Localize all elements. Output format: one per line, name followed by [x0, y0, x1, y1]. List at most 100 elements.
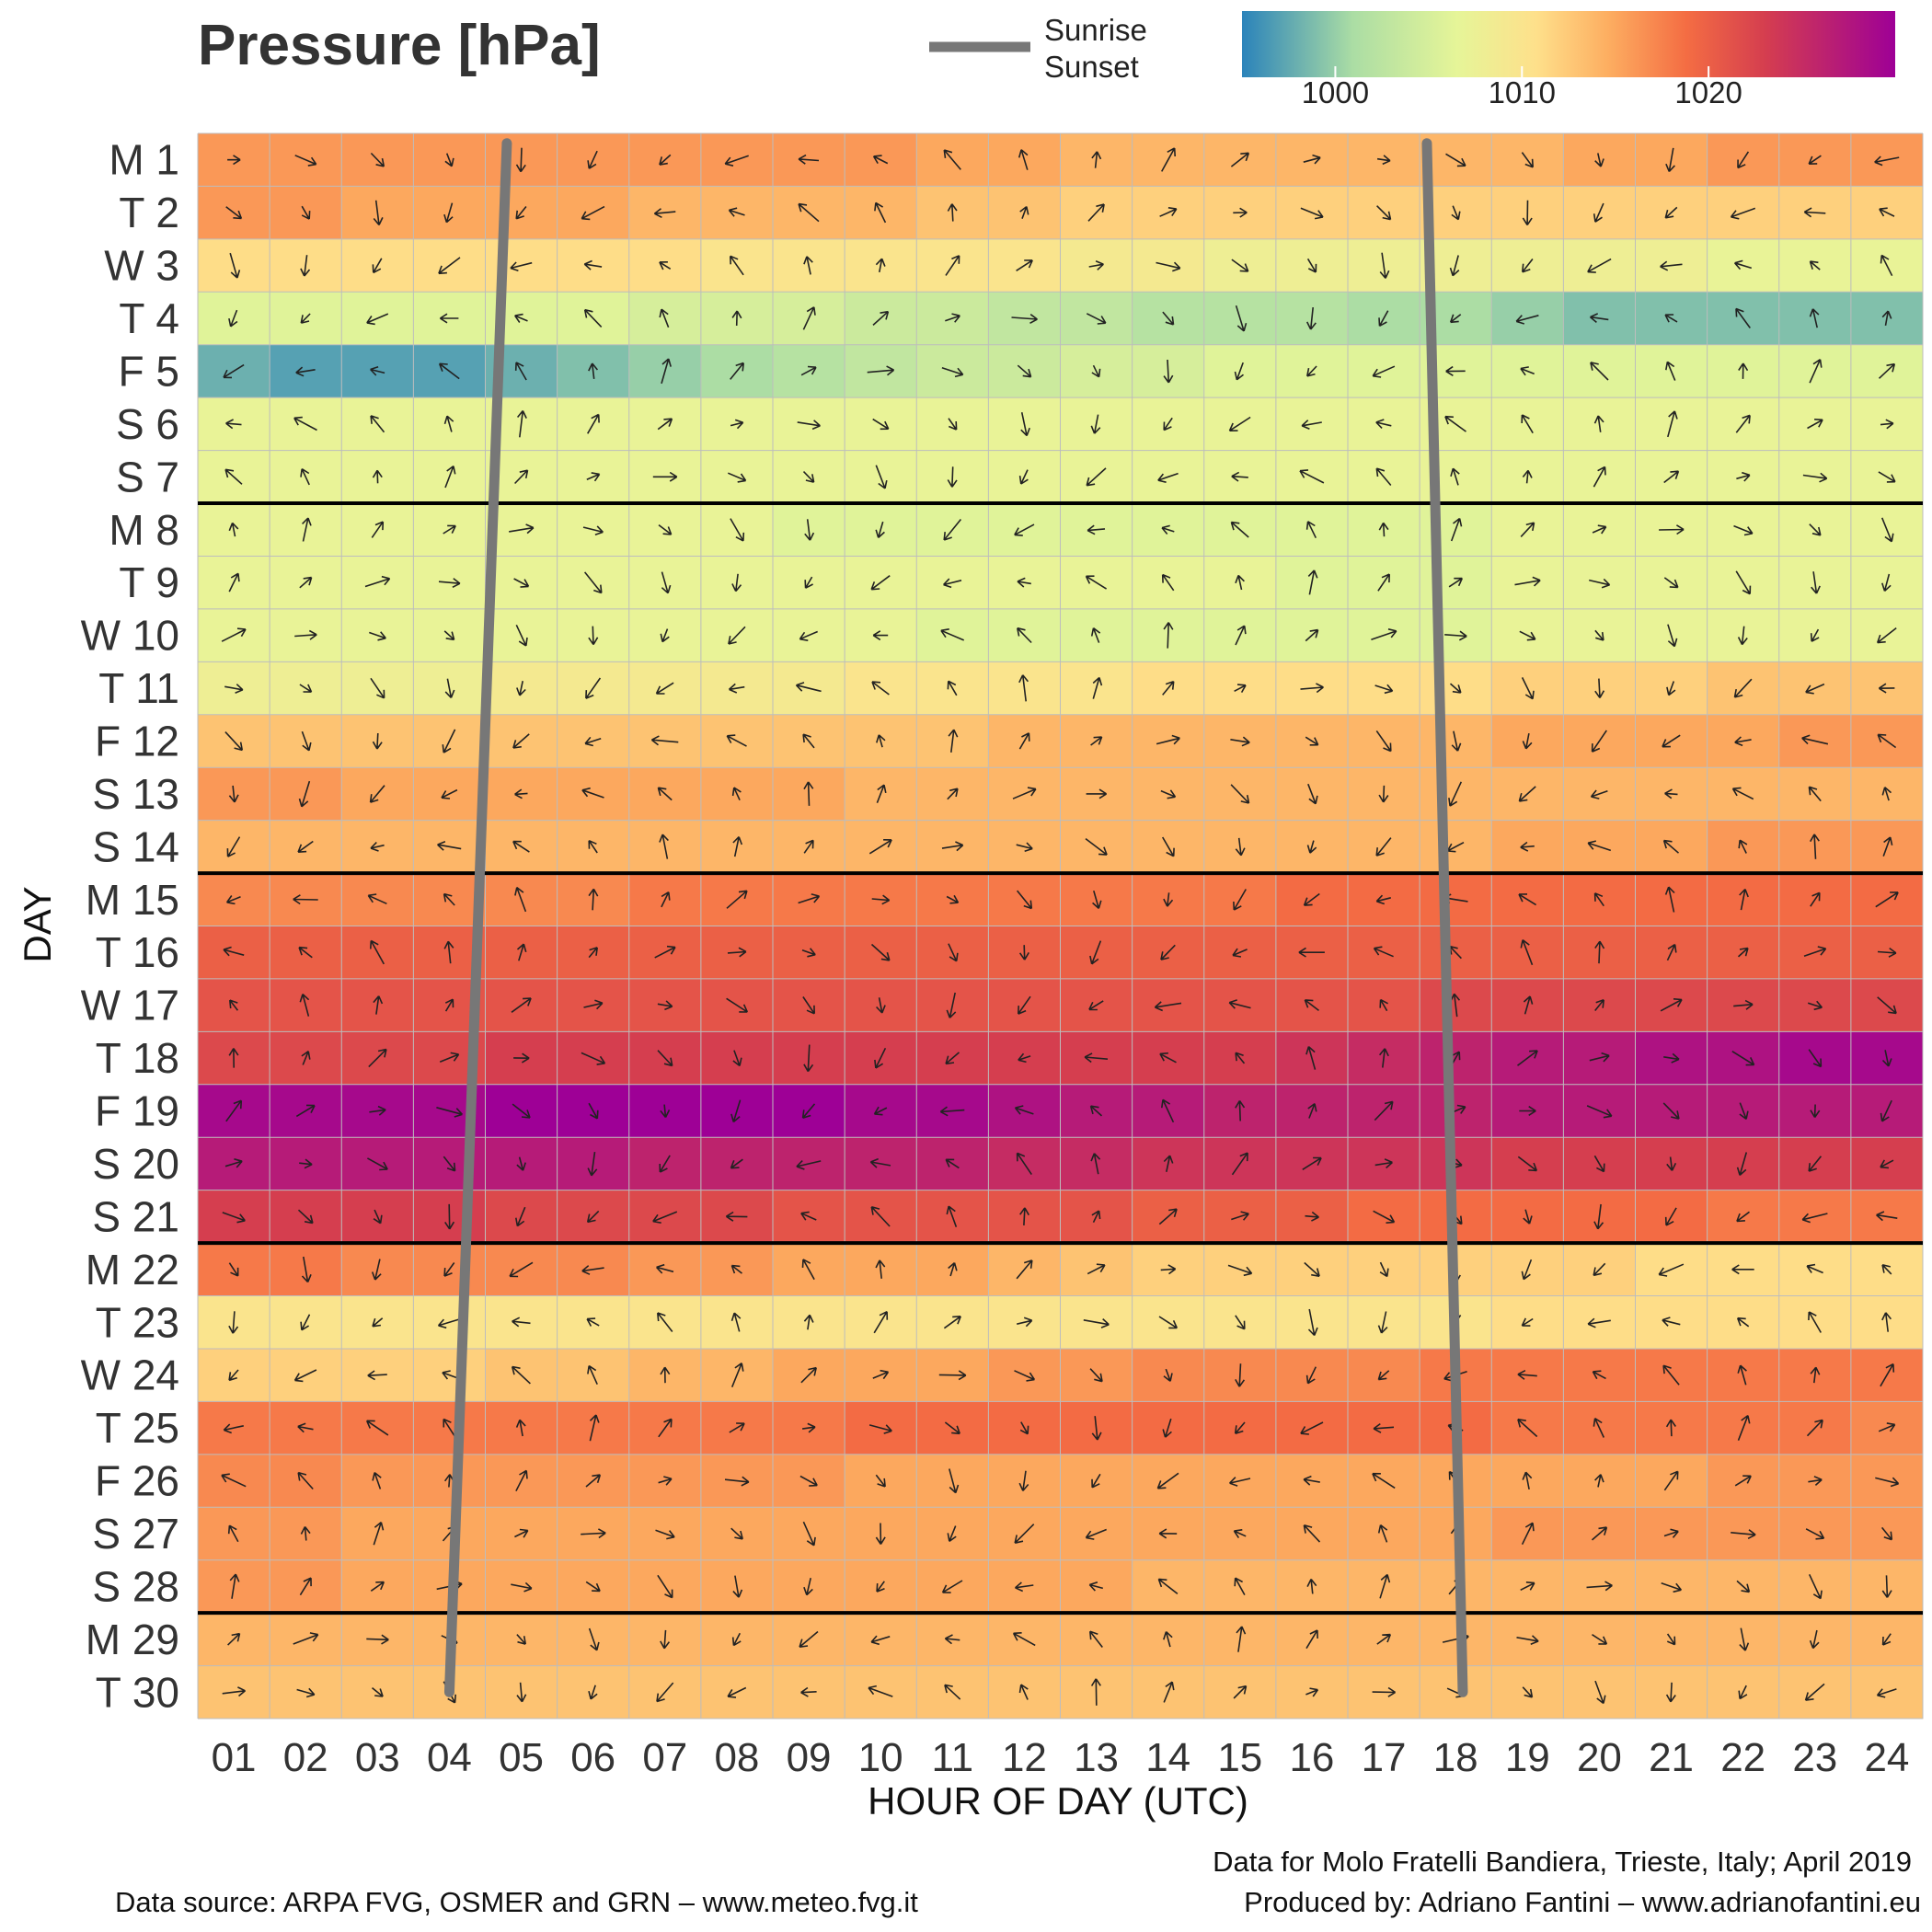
direction-arrow-mark [876, 734, 886, 748]
direction-arrow-mark [659, 834, 669, 859]
direction-arrow-mark [588, 839, 598, 854]
direction-arrow-mark [372, 469, 383, 484]
direction-arrow-mark [661, 891, 671, 908]
direction-arrow-mark [1521, 1259, 1533, 1281]
direction-arrow-mark [1593, 415, 1604, 432]
direction-arrow-mark [436, 1107, 463, 1118]
direction-arrow-mark [516, 1682, 527, 1703]
chart-title: Pressure [hPa] [198, 14, 601, 77]
direction-arrow-mark [1304, 999, 1319, 1012]
column-label: 13 [1074, 1735, 1119, 1780]
direction-arrow-mark [1163, 892, 1174, 907]
direction-arrow-mark [801, 1422, 816, 1433]
direction-arrow-mark [1300, 207, 1324, 220]
direction-arrow-mark [224, 731, 244, 752]
direction-arrow-mark [731, 787, 742, 801]
direction-arrow-mark [513, 578, 530, 588]
direction-arrow-mark [439, 1052, 460, 1063]
direction-arrow-mark [443, 202, 454, 224]
column-label: 22 [1720, 1735, 1765, 1780]
direction-arrow-mark [1662, 1364, 1680, 1386]
direction-arrow-mark [510, 261, 533, 272]
direction-arrow-mark [939, 1106, 965, 1117]
direction-arrow-mark [1163, 1681, 1175, 1703]
direction-arrow-mark [1521, 677, 1535, 700]
sunset-line [1421, 138, 1468, 1697]
direction-arrow-mark [372, 1471, 382, 1489]
direction-arrow-mark [1444, 415, 1466, 432]
direction-arrow-mark [299, 684, 313, 693]
direction-arrow-mark [1228, 999, 1251, 1009]
direction-arrow-mark [1306, 258, 1317, 273]
direction-arrow-mark [1085, 837, 1108, 856]
direction-arrow-mark [1160, 147, 1176, 172]
direction-arrow-mark [371, 1686, 384, 1697]
direction-arrow-mark [1234, 1577, 1246, 1595]
direction-arrow-mark [870, 943, 891, 961]
direction-arrow-mark [1089, 1368, 1103, 1383]
direction-arrow-mark [1018, 1470, 1029, 1491]
direction-arrow-mark [1731, 1264, 1754, 1275]
direction-arrow-mark [1090, 414, 1101, 434]
direction-arrow-mark [1736, 471, 1751, 482]
direction-arrow-mark [660, 1629, 671, 1650]
direction-arrow-mark [1737, 1364, 1747, 1386]
direction-arrow-mark [1591, 1526, 1608, 1541]
direction-arrow-mark [1016, 1259, 1033, 1280]
direction-arrow-mark [373, 200, 384, 226]
direction-arrow-mark [876, 997, 886, 1014]
direction-arrow-mark [443, 630, 455, 641]
row-label: W 3 [104, 242, 179, 290]
direction-arrow-mark [1379, 998, 1388, 1012]
direction-arrow-mark [1162, 1418, 1172, 1438]
direction-arrow-mark [1378, 1048, 1389, 1068]
direction-arrow-mark [1448, 781, 1463, 807]
direction-arrow-mark [652, 471, 678, 482]
direction-arrow-mark [730, 255, 744, 276]
direction-arrow-mark [229, 1573, 240, 1599]
direction-arrow-mark [1234, 684, 1247, 693]
direction-arrow-mark [514, 788, 528, 799]
direction-arrow-mark [1298, 947, 1325, 958]
direction-arrow-mark [1519, 1106, 1536, 1116]
direction-arrow-mark [944, 1684, 961, 1700]
direction-arrow-mark [585, 1581, 601, 1593]
direction-arrow-mark [1091, 1473, 1101, 1489]
direction-arrow-mark [798, 154, 820, 165]
direction-arrow-mark [1162, 836, 1175, 857]
direction-arrow-mark [1302, 1156, 1322, 1170]
direction-arrow-mark [940, 628, 965, 641]
direction-arrow-mark [1522, 1686, 1534, 1698]
direction-arrow-mark [1589, 313, 1609, 324]
direction-arrow-mark [1303, 1524, 1321, 1543]
direction-arrow-mark [1444, 630, 1467, 641]
direction-arrow-mark [1305, 628, 1319, 642]
direction-arrow-mark [1594, 153, 1604, 167]
direction-arrow-mark [1233, 1529, 1247, 1539]
direction-arrow-mark [1235, 837, 1246, 857]
direction-arrow-mark [1018, 732, 1030, 750]
row-label: F 26 [95, 1457, 179, 1505]
direction-arrow-mark [1516, 1635, 1539, 1646]
direction-arrow-mark [1235, 1315, 1246, 1330]
direction-arrow-mark [1587, 258, 1612, 273]
direction-arrow-mark [875, 521, 885, 538]
direction-arrow-mark [1809, 1629, 1820, 1650]
direction-arrow-mark [1374, 1158, 1393, 1169]
direction-arrow-mark [1163, 359, 1174, 384]
row-label: T 23 [96, 1298, 179, 1346]
direction-arrow-mark [1519, 630, 1536, 641]
direction-arrow-mark [1881, 1575, 1892, 1598]
direction-arrow-mark [1230, 736, 1250, 747]
direction-arrow-mark [1736, 1580, 1751, 1593]
direction-arrow-mark [1517, 1050, 1538, 1066]
direction-arrow-mark [803, 1044, 814, 1073]
direction-arrow-mark [370, 842, 385, 852]
direction-arrow-mark [588, 1685, 598, 1700]
direction-arrow-mark [947, 1525, 957, 1542]
direction-arrow-mark [657, 1050, 673, 1067]
direction-arrow-mark [512, 1103, 531, 1119]
direction-arrow-mark [1235, 1363, 1246, 1387]
direction-arrow-mark [872, 155, 889, 165]
direction-arrow-mark [1806, 1419, 1823, 1437]
